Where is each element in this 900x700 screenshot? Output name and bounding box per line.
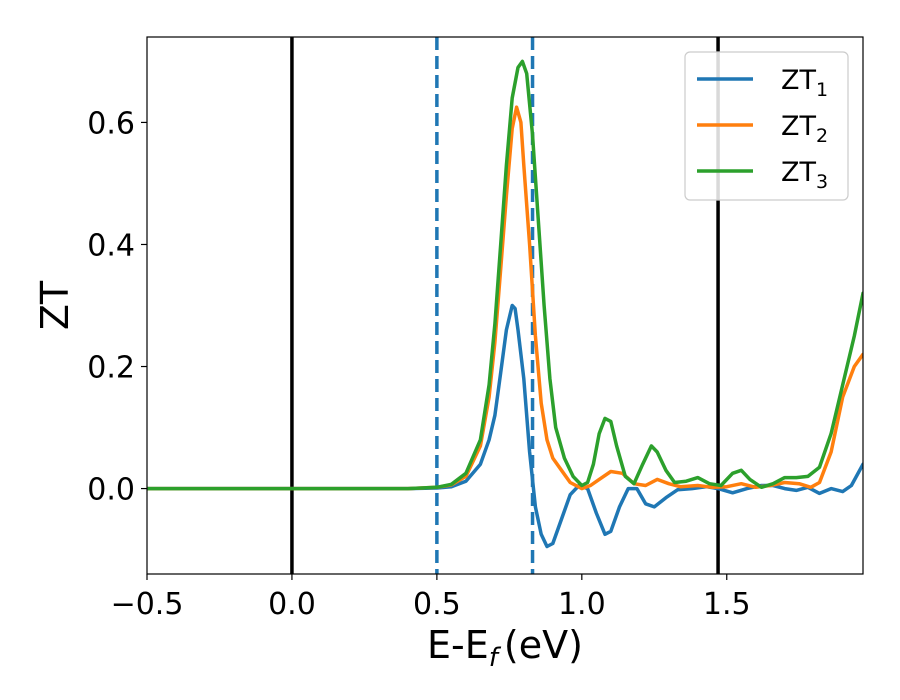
y-tick-label: 0.0 [87, 473, 135, 508]
x-tick-label: 0.0 [268, 587, 316, 622]
series-lines [147, 59, 863, 549]
series-line-zt1 [147, 303, 863, 549]
x-tick-label: 1.5 [703, 587, 751, 622]
plot-frame [146, 36, 864, 575]
x-axis-title: E-Ef (eV) [427, 623, 583, 673]
x-tick-label: 1.0 [558, 587, 606, 622]
legend-label-2: ZT3 [781, 157, 828, 193]
y-tick-label: 0.2 [87, 351, 135, 386]
axes [146, 36, 864, 575]
legend-label-1: ZT2 [781, 111, 828, 147]
legend-label-0: ZT1 [781, 65, 828, 101]
legend: ZT1 ZT2 ZT3 [684, 51, 849, 201]
x-tick-label: 0.5 [413, 587, 461, 622]
tick-marks: −0.5 0.0 0.5 1.0 1.5 0.0 0.2 0.4 0.6 [87, 106, 750, 622]
x-tick-label: −0.5 [111, 587, 184, 622]
legend-box [684, 51, 849, 201]
series-line-zt3 [147, 59, 863, 491]
vertical-lines [290, 37, 720, 574]
y-tick-label: 0.4 [87, 228, 135, 263]
y-axis-title: ZT [33, 280, 77, 330]
y-tick-label: 0.6 [87, 106, 135, 141]
